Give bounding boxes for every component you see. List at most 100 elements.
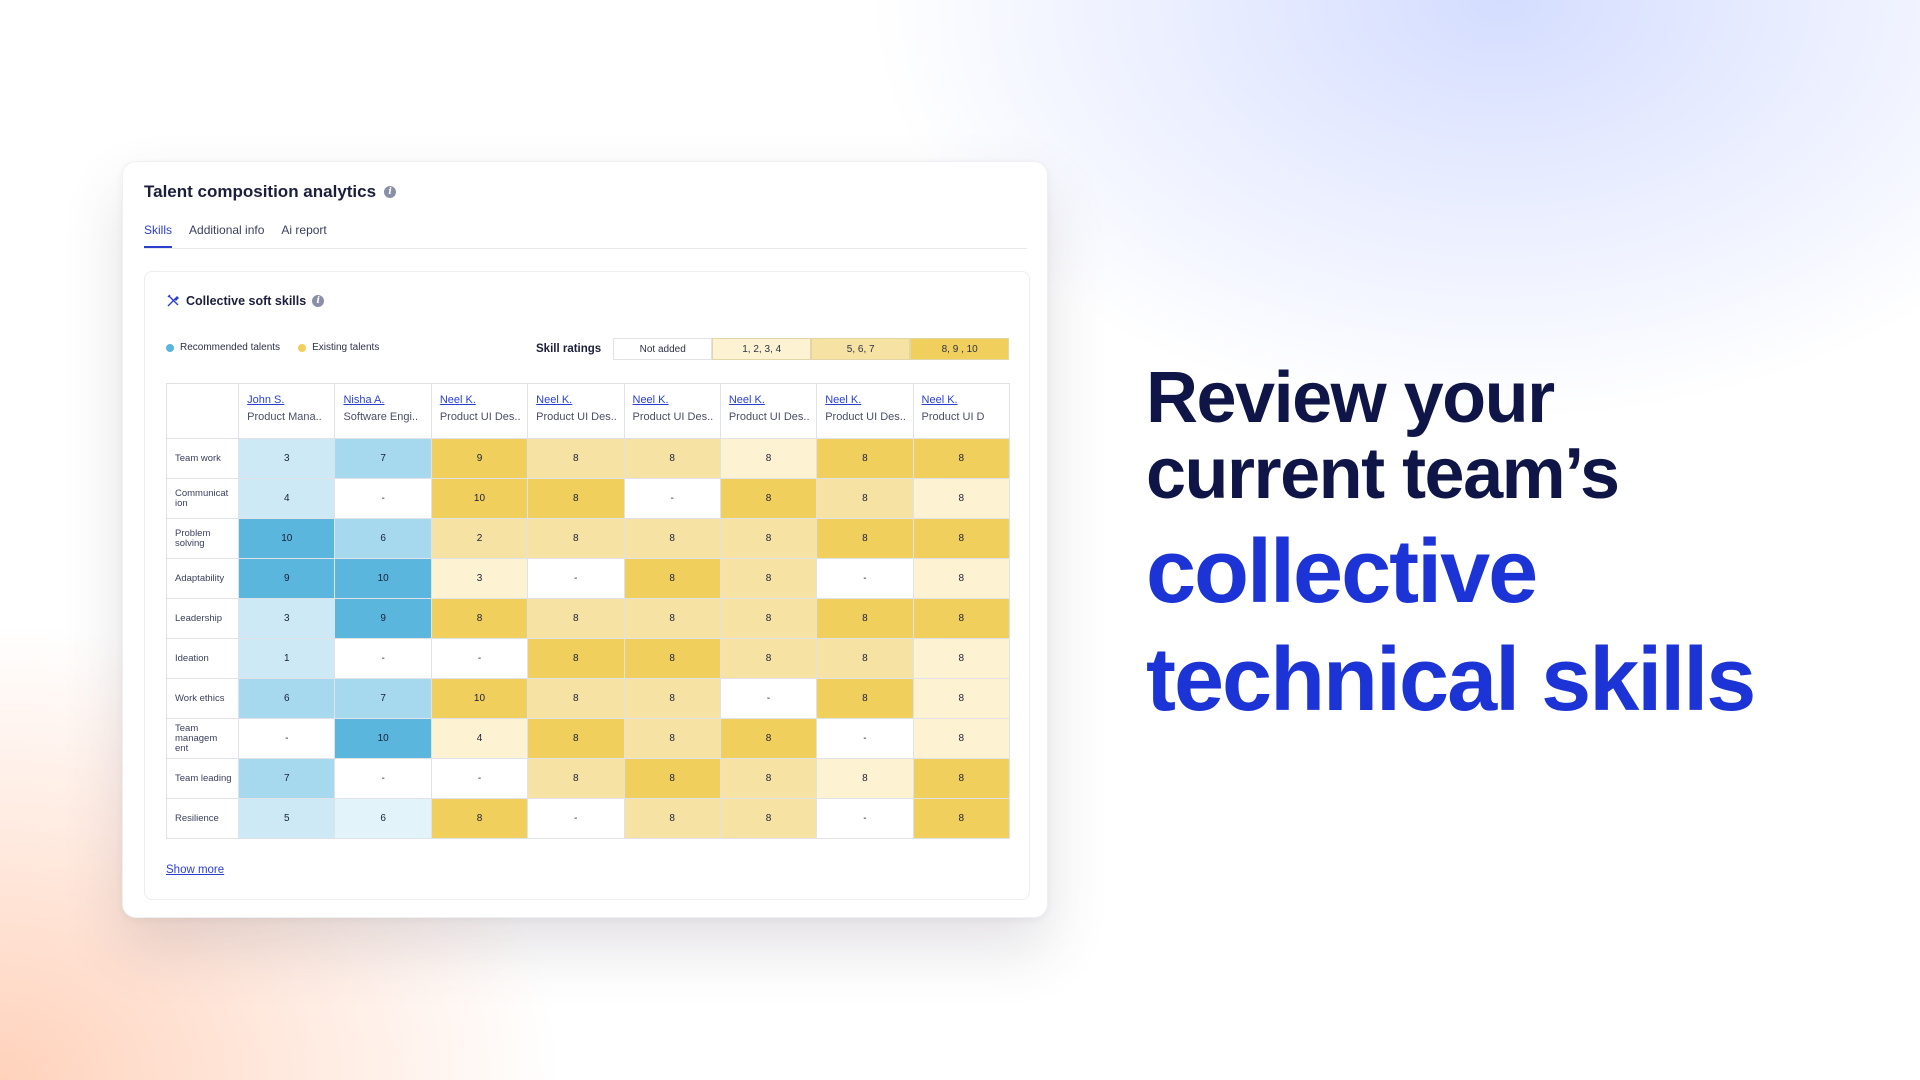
skill-label: Resilience — [166, 798, 240, 839]
skill-rating-cell: 6 — [238, 678, 336, 719]
skill-rating-cell: 7 — [238, 758, 336, 799]
card-title-text: Talent composition analytics — [144, 182, 377, 201]
skill-rating-cell: - — [334, 478, 432, 519]
skill-rating-cell: - — [816, 558, 914, 599]
talent-name-link[interactable]: Nisha A. — [343, 394, 385, 406]
skills-matrix[interactable]: John S. Product Mana.. Nisha A. Software En… — [166, 383, 1010, 843]
skill-rating-cell: 9 — [238, 558, 336, 599]
tab-additional-info[interactable]: Additional info — [189, 223, 265, 237]
skill-rating-cell: 2 — [430, 518, 529, 559]
section-title-text: Collective soft skills — [186, 294, 307, 308]
tab-ai-report[interactable]: Ai report — [281, 223, 327, 237]
skill-rating-cell: 8 — [719, 478, 818, 519]
skill-rating-cell: 8 — [527, 438, 625, 479]
talent-name-link[interactable]: Neel K. — [825, 394, 862, 406]
skill-rating-cell: 8 — [430, 598, 529, 639]
skill-rating-cell: - — [719, 678, 818, 719]
column-header-talent: Nisha A. Software Engi.. — [334, 383, 432, 439]
skill-rating-cell: 8 — [719, 598, 818, 639]
table-row: Team managem ent -10 4 8 8 8-8 — [166, 718, 1010, 759]
skill-rating-cell: 8 — [719, 718, 818, 759]
skill-rating-cell: 8 — [912, 598, 1010, 639]
skill-rating-cell: 8 — [623, 718, 721, 759]
skill-label: Problem solving — [166, 518, 240, 559]
skill-rating-cell: 10 — [430, 478, 529, 519]
skill-label: Team leading — [166, 758, 240, 799]
skill-rating-cell: 3 — [430, 558, 529, 599]
talent-name-link[interactable]: Neel K. — [728, 394, 765, 406]
table-row: Resilience 5 6 8-8 8-8 — [166, 798, 1010, 839]
talent-role: Product UI Des.. — [439, 412, 521, 423]
talent-analytics-card: Talent composition analytics i Skills Ad… — [122, 161, 1048, 918]
talent-role: Product Mana.. — [247, 412, 322, 423]
talent-name-link[interactable]: John S. — [247, 394, 285, 406]
skill-rating-cell: 7 — [334, 438, 432, 479]
column-header-talent: Neel K. Product UI D — [912, 383, 1010, 439]
talent-name-link[interactable]: Neel K. — [632, 394, 669, 406]
talent-role: Product UI Des.. — [728, 412, 810, 423]
skill-ratings-legend: Skill ratings Not added 1, 2, 3, 4 5, 6,… — [536, 338, 1010, 360]
rating-8-10: 8, 9 , 10 — [910, 338, 1010, 360]
skill-rating-cell: 10 — [334, 718, 432, 759]
skills-table: John S. Product Mana.. Nisha A. Software En… — [166, 383, 1010, 839]
skill-rating-cell: 8 — [623, 518, 721, 559]
skill-rating-cell: 8 — [719, 518, 818, 559]
talent-legend: Recommended talents Existing talents — [166, 342, 379, 353]
hero-highlight-line-2: technical skills — [1146, 630, 1756, 730]
skill-rating-cell: 6 — [334, 798, 432, 839]
skill-rating-cell: 5 — [238, 798, 336, 839]
skill-rating-cell: - — [334, 758, 432, 799]
skill-rating-cell: 8 — [527, 598, 625, 639]
table-row: Ideation 1- -8 8 8 8 8 — [166, 638, 1010, 679]
skill-rating-cell: 10 — [430, 678, 529, 719]
skill-rating-cell: 8 — [527, 718, 625, 759]
legend-existing: Existing talents — [298, 342, 379, 353]
skill-label: Adaptability — [166, 558, 240, 599]
column-header-talent: Neel K. Product UI Des.. — [623, 383, 721, 439]
column-header-talent: Neel K. Product UI Des.. — [816, 383, 914, 439]
skill-rating-cell: 8 — [719, 758, 818, 799]
card-title: Talent composition analytics i — [144, 182, 397, 202]
show-more-link[interactable]: Show more — [166, 864, 225, 876]
talent-name-link[interactable]: Neel K. — [439, 394, 476, 406]
table-row: Adaptability 9 10 3-8 8-8 — [166, 558, 1010, 599]
hero-text: Review your current team’s collective te… — [1146, 358, 1756, 730]
skill-rating-cell: 8 — [816, 598, 914, 639]
skill-label: Team work — [166, 438, 240, 479]
info-icon[interactable]: i — [312, 295, 325, 307]
hero-heading-line-1: Review your — [1146, 358, 1555, 438]
skill-rating-cell: - — [816, 718, 914, 759]
skill-rating-cell: 8 — [719, 558, 818, 599]
skill-rating-cell: 8 — [816, 638, 914, 679]
skill-rating-cell: 8 — [912, 798, 1010, 839]
skill-rating-cell: 8 — [623, 558, 721, 599]
skill-rating-cell: - — [430, 758, 529, 799]
tab-skills[interactable]: Skills — [144, 222, 173, 248]
skill-rating-cell: 8 — [623, 758, 721, 799]
skill-rating-cell: 8 — [912, 478, 1010, 519]
table-row: Problem solving 10 6 2 8 8 8 8 8 — [166, 518, 1010, 559]
skill-rating-cell: 8 — [912, 758, 1010, 799]
skill-rating-cell: 4 — [430, 718, 529, 759]
table-row: Communicat ion 4-10 8-8 8 8 — [166, 478, 1010, 519]
skill-rating-cell: 7 — [334, 678, 432, 719]
rating-not-added: Not added — [613, 338, 713, 360]
talent-role: Product UI D — [921, 412, 985, 423]
skill-rating-cell: 8 — [719, 638, 818, 679]
info-icon[interactable]: i — [384, 186, 397, 198]
column-header-talent: John S. Product Mana.. — [238, 383, 336, 439]
skill-rating-cell: 8 — [719, 798, 818, 839]
talent-role: Product UI Des.. — [632, 412, 714, 423]
legend-dot-existing — [298, 343, 307, 352]
talent-name-link[interactable]: Neel K. — [921, 394, 958, 406]
skill-label: Ideation — [166, 638, 240, 679]
talent-role: Product UI Des.. — [536, 412, 617, 423]
talent-role: Software Engi.. — [343, 412, 419, 423]
skill-label: Team managem ent — [166, 718, 240, 759]
column-header-talent: Neel K. Product UI Des.. — [527, 383, 625, 439]
talent-name-link[interactable]: Neel K. — [536, 394, 573, 406]
skill-rating-cell: 8 — [527, 638, 625, 679]
skill-rating-cell: 4 — [238, 478, 336, 519]
legend-label: Recommended talents — [180, 342, 281, 353]
skill-rating-cell: 8 — [623, 598, 721, 639]
